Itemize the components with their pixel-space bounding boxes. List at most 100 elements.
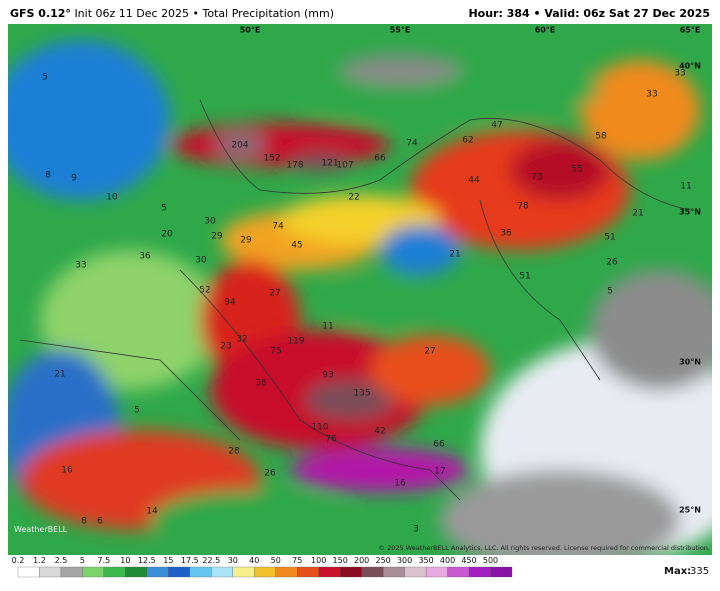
precip-label: 55 — [571, 165, 582, 175]
legend-swatch — [82, 566, 105, 578]
precip-label: 75 — [270, 347, 281, 357]
max-label: Max: — [664, 566, 691, 577]
legend-label: 17.5 — [181, 556, 199, 565]
precip-label: 29 — [211, 232, 223, 242]
precip-label: 36 — [500, 229, 512, 239]
precip-label: 23 — [220, 342, 231, 352]
legend-swatch — [382, 566, 405, 578]
coordinate-label: 35°N — [679, 208, 701, 217]
precip-label: 78 — [517, 202, 529, 212]
precip-label: 42 — [374, 427, 385, 437]
precip-label: 20 — [161, 230, 173, 240]
coordinate-label: 30°N — [679, 358, 701, 367]
coordinate-label: 25°N — [679, 506, 701, 515]
precip-label: 30 — [195, 256, 207, 266]
legend-swatch — [17, 566, 40, 578]
precip-label: 33 — [674, 69, 685, 79]
precip-label: 5 — [161, 204, 167, 214]
legend-label: 0.2 — [12, 556, 25, 565]
precip-label: 16 — [394, 479, 406, 489]
legend-label: 22.5 — [202, 556, 220, 565]
legend-swatch — [189, 566, 212, 578]
legend-swatch — [318, 566, 341, 578]
valid-time: Hour: 384 • Valid: 06z Sat 27 Dec 2025 — [468, 7, 710, 20]
legend-label: 15 — [163, 556, 173, 565]
legend-label: 100 — [311, 556, 326, 565]
precip-label: 10 — [106, 193, 118, 203]
precip-label: 38 — [255, 379, 267, 389]
precip-label: 26 — [606, 258, 618, 268]
legend-swatch — [232, 566, 255, 578]
precip-label: 178 — [286, 161, 303, 171]
precip-label: 11 — [680, 182, 691, 192]
precip-label: 22 — [348, 193, 359, 203]
precip-label: 17 — [434, 467, 445, 477]
legend-label: 75 — [292, 556, 302, 565]
max-value: 335 — [690, 566, 709, 577]
legend-label: 200 — [354, 556, 369, 565]
precip-label: 74 — [406, 139, 418, 149]
legend-swatch — [60, 566, 83, 578]
precip-label: 152 — [263, 154, 280, 164]
coordinate-label: 55°E — [390, 26, 411, 35]
legend-swatch — [39, 566, 62, 578]
precip-label: 119 — [287, 337, 304, 347]
precip-field — [8, 24, 712, 555]
run: Init 06z 11 Dec 2025 • Total Precipitati… — [74, 7, 334, 20]
legend-swatch — [168, 566, 190, 578]
legend-swatch — [125, 566, 148, 578]
coordinate-label: 65°E — [680, 26, 701, 35]
precip-label: 21 — [449, 250, 460, 260]
precip-label: 6 — [97, 517, 103, 527]
precip-label: 27 — [269, 289, 280, 299]
precip-label: 5 — [134, 406, 140, 416]
legend-swatch — [447, 566, 470, 578]
precip-label: 11 — [322, 322, 333, 332]
precip-label: 21 — [632, 209, 643, 219]
legend-swatch — [254, 566, 276, 578]
precip-label: 93 — [322, 371, 333, 381]
legend-label: 30 — [228, 556, 238, 565]
precip-label: 135 — [353, 389, 370, 399]
legend-label: 2.5 — [55, 556, 68, 565]
precip-label: 94 — [224, 298, 236, 308]
precip-label: 204 — [231, 141, 248, 151]
legend-swatch — [103, 566, 126, 578]
precip-label: 9 — [71, 174, 77, 184]
legend-label: 150 — [333, 556, 348, 565]
legend-label: 1.2 — [33, 556, 46, 565]
legend-label: 12.5 — [138, 556, 156, 565]
precip-label: 3 — [413, 525, 419, 535]
coordinate-label: 40°N — [679, 62, 701, 71]
legend-swatch — [468, 566, 491, 578]
precip-label: 74 — [272, 222, 284, 232]
precip-label: 5 — [607, 287, 613, 297]
precip-label: 62 — [462, 136, 473, 146]
legend-label: 400 — [440, 556, 455, 565]
legend-label: 350 — [418, 556, 433, 565]
legend-label: 40 — [249, 556, 259, 565]
legend-label: 50 — [271, 556, 281, 565]
title: GFS 0.12° Init 06z 11 Dec 2025 • Total P… — [10, 7, 334, 20]
coordinate-label: 50°E — [240, 26, 261, 35]
precip-label: 33 — [646, 90, 657, 100]
precip-label: 44 — [468, 176, 480, 186]
precip-label: 66 — [374, 154, 386, 164]
legend-label: 5 — [80, 556, 85, 565]
precip-label: 110 — [311, 423, 328, 433]
precip-label: 27 — [424, 347, 435, 357]
legend-swatch — [340, 566, 362, 578]
precip-label: 51 — [519, 272, 530, 282]
precip-label: 33 — [75, 261, 86, 271]
precip-label: 14 — [146, 507, 158, 517]
precip-label: 107 — [336, 161, 353, 171]
precip-label: 29 — [240, 236, 252, 246]
legend-swatch — [404, 566, 427, 578]
precip-label: 76 — [325, 435, 337, 445]
coordinate-label: 60°E — [535, 26, 556, 35]
model: GFS 0.12° — [10, 7, 71, 20]
legend-swatch — [361, 566, 384, 578]
precip-label: 45 — [291, 241, 302, 251]
precip-label: 47 — [491, 121, 502, 131]
